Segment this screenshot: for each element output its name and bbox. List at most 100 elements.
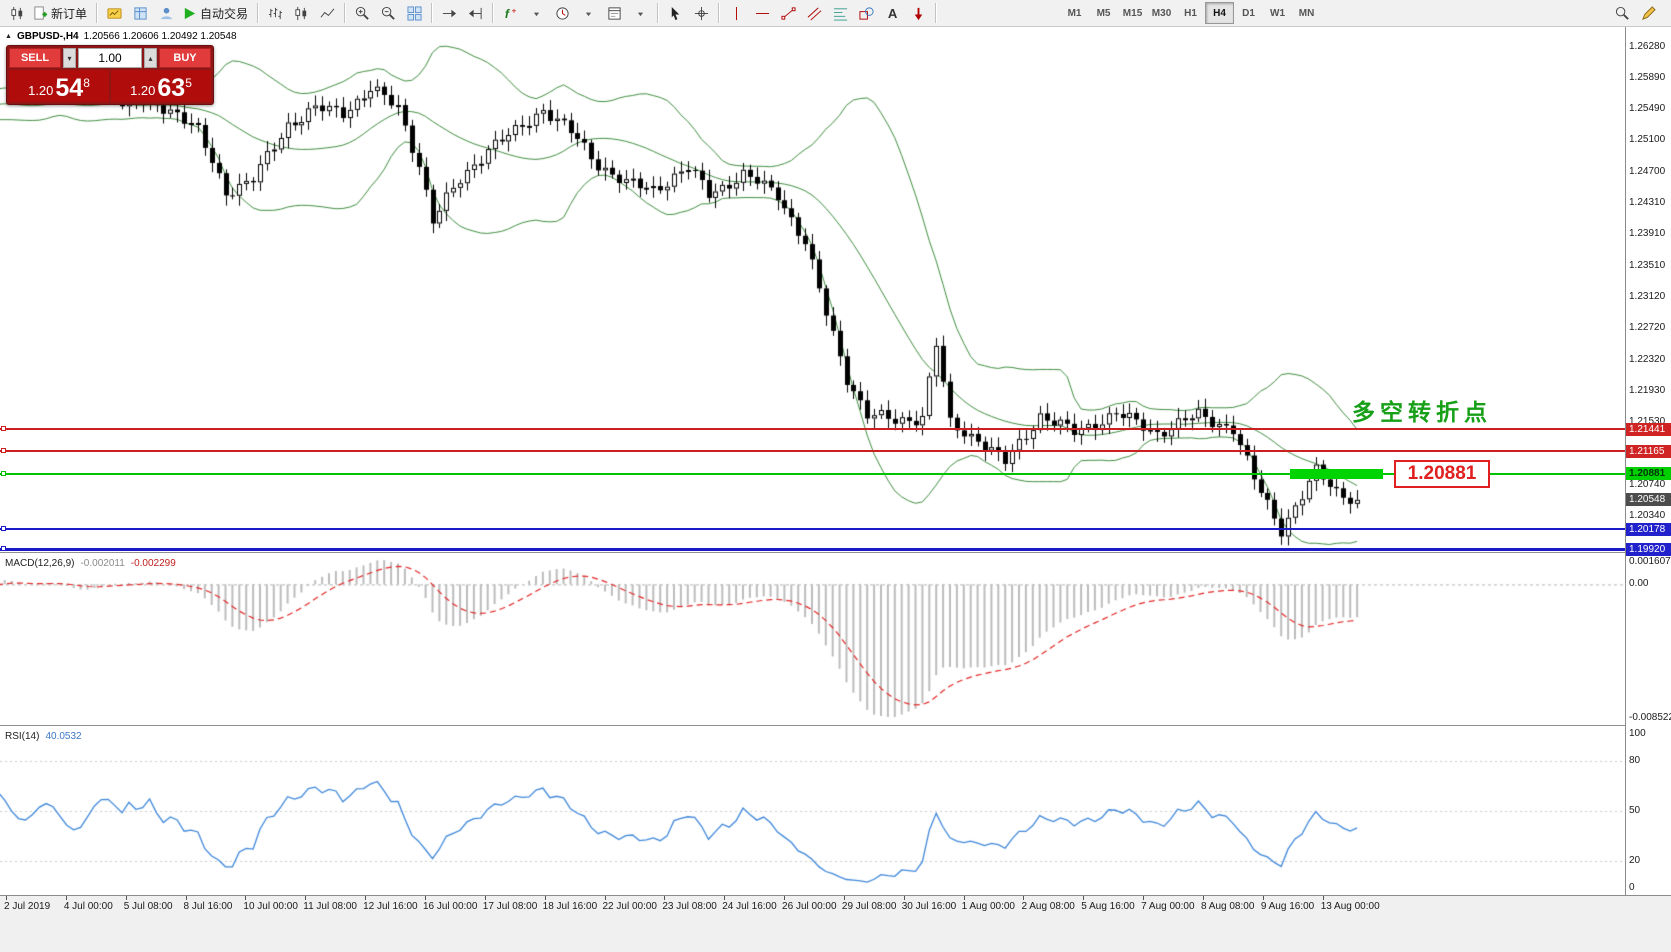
highlight-segment[interactable] bbox=[1290, 468, 1383, 479]
time-label[interactable]: 17 Jul 08:00 bbox=[482, 901, 538, 912]
level-handle[interactable] bbox=[1, 546, 6, 552]
text-label-icon[interactable]: A bbox=[879, 1, 905, 25]
time-label[interactable]: 1 Aug 00:00 bbox=[961, 901, 1015, 912]
volume-up-button[interactable]: ▴ bbox=[144, 48, 157, 68]
level-handle[interactable] bbox=[1, 526, 6, 532]
horizontal-level-line[interactable] bbox=[0, 428, 1625, 431]
vertical-line-icon[interactable] bbox=[723, 1, 749, 25]
time-label[interactable]: 7 Aug 00:00 bbox=[1141, 901, 1195, 912]
time-label[interactable]: 26 Jul 00:00 bbox=[782, 901, 837, 912]
time-label[interactable]: 30 Jul 16:00 bbox=[901, 901, 957, 912]
equidistant-channel-icon[interactable] bbox=[801, 1, 827, 25]
horizontal-level-line[interactable] bbox=[0, 528, 1625, 531]
templates-dropdown-icon[interactable] bbox=[627, 1, 653, 25]
fibonacci-icon[interactable] bbox=[827, 1, 853, 25]
price-chart-canvas[interactable] bbox=[0, 27, 1625, 552]
periods-icon[interactable] bbox=[549, 1, 575, 25]
timeframe-h4-button[interactable]: H4 bbox=[1205, 2, 1235, 24]
crosshair-icon[interactable] bbox=[688, 1, 714, 25]
macd-canvas[interactable] bbox=[0, 554, 1625, 725]
time-label[interactable]: 8 Aug 08:00 bbox=[1201, 901, 1255, 912]
horizontal-level-line[interactable] bbox=[0, 472, 1625, 475]
macd-scale-zero: 0.00 bbox=[1629, 578, 1649, 590]
horizontal-level-line[interactable] bbox=[0, 547, 1625, 551]
bar-chart-icon[interactable] bbox=[262, 1, 288, 25]
rsi-canvas[interactable] bbox=[0, 727, 1625, 895]
chart-window[interactable]: ▲ GBPUSD-,H4 1.20566 1.20606 1.20492 1.2… bbox=[0, 27, 1671, 952]
buy-button[interactable]: BUY bbox=[159, 48, 211, 68]
time-label[interactable]: 10 Jul 00:00 bbox=[243, 901, 298, 912]
time-axis[interactable]: 2 Jul 2019 4 Jul 00:00 5 Jul 08:00 8 Jul 16… bbox=[0, 895, 1671, 952]
time-label[interactable]: 16 Jul 00:00 bbox=[422, 901, 478, 912]
timeframe-m1-button[interactable]: M1 bbox=[1067, 7, 1082, 19]
auto-scroll-icon[interactable] bbox=[436, 1, 462, 25]
zoom-out-icon[interactable] bbox=[375, 1, 401, 25]
time-tick bbox=[1262, 896, 1264, 900]
time-label[interactable]: 11 Jul 08:00 bbox=[303, 901, 357, 912]
rsi-scale-level: 20 bbox=[1629, 855, 1641, 867]
time-label[interactable]: 18 Jul 16:00 bbox=[542, 901, 598, 912]
level-handle[interactable] bbox=[1, 448, 6, 454]
time-label[interactable]: 4 Jul 00:00 bbox=[63, 901, 113, 912]
buy-price-display[interactable]: 1.20 63 5 bbox=[111, 70, 211, 102]
time-label[interactable]: 22 Jul 00:00 bbox=[602, 901, 658, 912]
macd-panel-separator[interactable] bbox=[0, 552, 1671, 553]
timeframe-w1-button[interactable]: W1 bbox=[1270, 7, 1286, 19]
time-label[interactable]: 2 Jul 2019 bbox=[4, 901, 51, 912]
trendline-icon[interactable] bbox=[775, 1, 801, 25]
search-icon[interactable] bbox=[1609, 1, 1635, 25]
periods-dropdown-icon[interactable] bbox=[575, 1, 601, 25]
time-label[interactable]: 5 Jul 08:00 bbox=[123, 901, 173, 912]
time-label[interactable]: 12 Jul 16:00 bbox=[363, 901, 418, 912]
timeframe-m5-button[interactable]: M5 bbox=[1096, 7, 1111, 19]
time-label[interactable]: 8 Jul 16:00 bbox=[183, 901, 233, 912]
time-label[interactable]: 24 Jul 16:00 bbox=[722, 901, 777, 912]
level-handle[interactable] bbox=[1, 426, 6, 432]
sell-price-big: 54 bbox=[55, 74, 84, 102]
indicators-icon[interactable]: f + bbox=[497, 1, 523, 25]
time-label[interactable]: 23 Jul 08:00 bbox=[662, 901, 717, 912]
price-axis-label: 1.21530 bbox=[1629, 416, 1666, 428]
time-label[interactable]: 2 Aug 08:00 bbox=[1021, 901, 1075, 912]
timeframe-h1-button[interactable]: H1 bbox=[1184, 7, 1197, 19]
toolbar-separator bbox=[718, 3, 720, 23]
horizontal-level-line[interactable] bbox=[0, 450, 1625, 453]
templates-icon[interactable] bbox=[601, 1, 627, 25]
level-handle[interactable] bbox=[1, 470, 6, 476]
zoom-in-icon[interactable] bbox=[349, 1, 375, 25]
data-window-icon[interactable] bbox=[127, 1, 153, 25]
tile-windows-icon[interactable] bbox=[401, 1, 427, 25]
line-chart-icon[interactable] bbox=[314, 1, 340, 25]
horizontal-line-icon[interactable] bbox=[749, 1, 775, 25]
time-label[interactable]: 5 Aug 16:00 bbox=[1081, 901, 1135, 912]
arrows-icon[interactable] bbox=[905, 1, 931, 25]
navigator-icon[interactable] bbox=[153, 1, 179, 25]
volume-input[interactable]: 1.00 bbox=[78, 48, 142, 68]
indicators-dropdown-icon[interactable] bbox=[523, 1, 549, 25]
volume-down-button[interactable]: ▾ bbox=[63, 48, 76, 68]
cursor-icon[interactable] bbox=[662, 1, 688, 25]
time-label[interactable]: 29 Jul 08:00 bbox=[841, 901, 897, 912]
chart-shift-icon[interactable] bbox=[462, 1, 488, 25]
shapes-icon[interactable] bbox=[853, 1, 879, 25]
timeframe-m15-button[interactable]: M15 bbox=[1122, 7, 1143, 19]
chart-window-icon[interactable] bbox=[4, 1, 30, 25]
rsi-value: 40.0532 bbox=[45, 731, 82, 742]
sell-button[interactable]: SELL bbox=[9, 48, 61, 68]
time-label[interactable]: 13 Aug 00:00 bbox=[1320, 901, 1380, 912]
time-label[interactable]: 9 Aug 16:00 bbox=[1260, 901, 1315, 912]
timeframe-d1-button[interactable]: D1 bbox=[1242, 7, 1255, 19]
market-watch-icon[interactable] bbox=[101, 1, 127, 25]
candlestick-chart-icon[interactable] bbox=[288, 1, 314, 25]
timeframe-mn-button[interactable]: MN bbox=[1298, 7, 1315, 19]
time-tick bbox=[724, 896, 726, 900]
new-order-button[interactable]: 新订单 bbox=[30, 1, 92, 25]
rsi-panel-separator[interactable] bbox=[0, 725, 1671, 726]
draw-icon[interactable] bbox=[1635, 1, 1661, 25]
time-tick bbox=[544, 896, 546, 900]
sell-price-display[interactable]: 1.20 54 8 bbox=[9, 70, 109, 102]
price-level-callout[interactable]: 1.20881 bbox=[1394, 459, 1490, 488]
timeframe-m30-button[interactable]: M30 bbox=[1151, 7, 1172, 19]
autotrading-button[interactable]: 自动交易 bbox=[179, 1, 253, 25]
sell-price-prefix: 1.20 bbox=[28, 83, 54, 98]
